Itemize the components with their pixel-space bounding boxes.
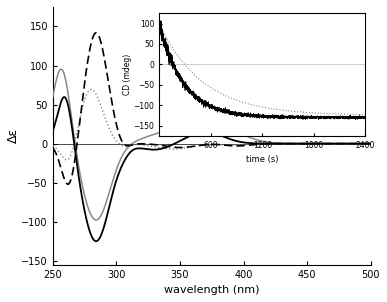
Y-axis label: Δε: Δε bbox=[7, 128, 20, 143]
X-axis label: wavelength (nm): wavelength (nm) bbox=[164, 285, 260, 295]
